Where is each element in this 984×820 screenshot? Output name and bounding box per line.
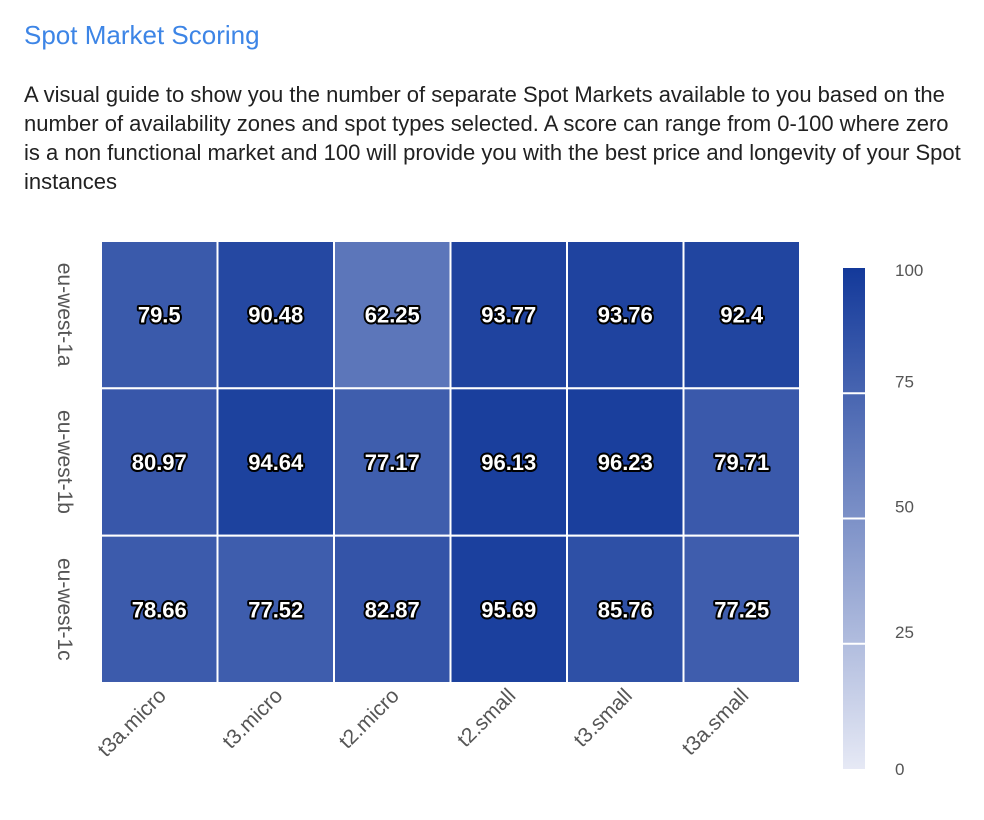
cell-value-label: 96.13	[481, 450, 536, 475]
heatmap-cell	[216, 534, 335, 684]
x-tick-label: t3.micro	[218, 684, 287, 753]
cell-value-label: 62.25	[365, 303, 420, 328]
cell-value-label: 96.23	[598, 450, 653, 475]
colorbar-tick-label: 50	[895, 498, 914, 517]
cell-value-label: 80.97	[132, 450, 187, 475]
page-description: A visual guide to show you the number of…	[24, 82, 961, 194]
cell-value-label: 92.4	[720, 303, 764, 328]
cell-value-label: 82.87	[365, 597, 420, 622]
cell-value-label: 94.64	[248, 450, 304, 475]
cell-value-label: 85.76	[598, 597, 653, 622]
cell-value-label: 95.69	[481, 597, 536, 622]
x-tick-label: t3.small	[569, 684, 636, 751]
cell-value-label: 77.17	[365, 450, 420, 475]
heatmap-cell	[566, 534, 685, 684]
x-tick-label: t3a.small	[678, 684, 754, 760]
cell-value-label: 93.77	[481, 303, 536, 328]
colorbar: 0 25 50 75 100	[843, 261, 923, 779]
heatmap-cell	[449, 387, 568, 537]
cell-value-label: 79.71	[714, 450, 769, 475]
heatmap-cell	[100, 387, 219, 537]
heatmap-cell	[216, 387, 335, 537]
y-tick-label: eu-west-1c	[53, 558, 76, 661]
colorbar-tick-label: 100	[895, 261, 923, 280]
page-title: Spot Market Scoring	[24, 20, 260, 50]
heatmap-cell	[566, 387, 685, 537]
x-tick-label: t3a.micro	[93, 684, 170, 761]
heatmap-cell	[333, 387, 452, 537]
colorbar-tick-label: 25	[895, 623, 914, 642]
x-tick-label: t2.micro	[335, 684, 404, 753]
y-tick-label: eu-west-1b	[53, 410, 76, 514]
heatmap-cell	[449, 240, 568, 390]
cell-value-label: 77.25	[714, 597, 769, 622]
heatmap-cells: 79.5 90.48 62.25 93.77 93.76 92.4 80.97 94.64 77…	[100, 240, 801, 684]
x-tick-label: t2.small	[453, 684, 520, 751]
heatmap-cell	[333, 534, 452, 684]
cell-value-label: 93.76	[598, 303, 653, 328]
heatmap-cell	[682, 534, 801, 684]
y-axis-labels: eu-west-1a eu-west-1b eu-west-1c	[53, 263, 76, 661]
colorbar-tick-label: 75	[895, 372, 914, 391]
cell-value-label: 78.66	[132, 597, 187, 622]
heatmap-cell	[100, 534, 219, 684]
cell-value-label: 77.52	[248, 597, 303, 622]
heatmap-cell	[100, 240, 219, 390]
colorbar-tick-label: 0	[895, 760, 904, 779]
heatmap-cell	[682, 387, 801, 537]
y-tick-label: eu-west-1a	[53, 263, 76, 367]
x-axis-labels: t3a.micro t3.micro t2.micro t2.small t3.smal…	[93, 684, 753, 761]
heatmap-cell	[333, 240, 452, 390]
cell-value-label: 90.48	[248, 303, 303, 328]
cell-value-label: 79.5	[138, 303, 181, 328]
